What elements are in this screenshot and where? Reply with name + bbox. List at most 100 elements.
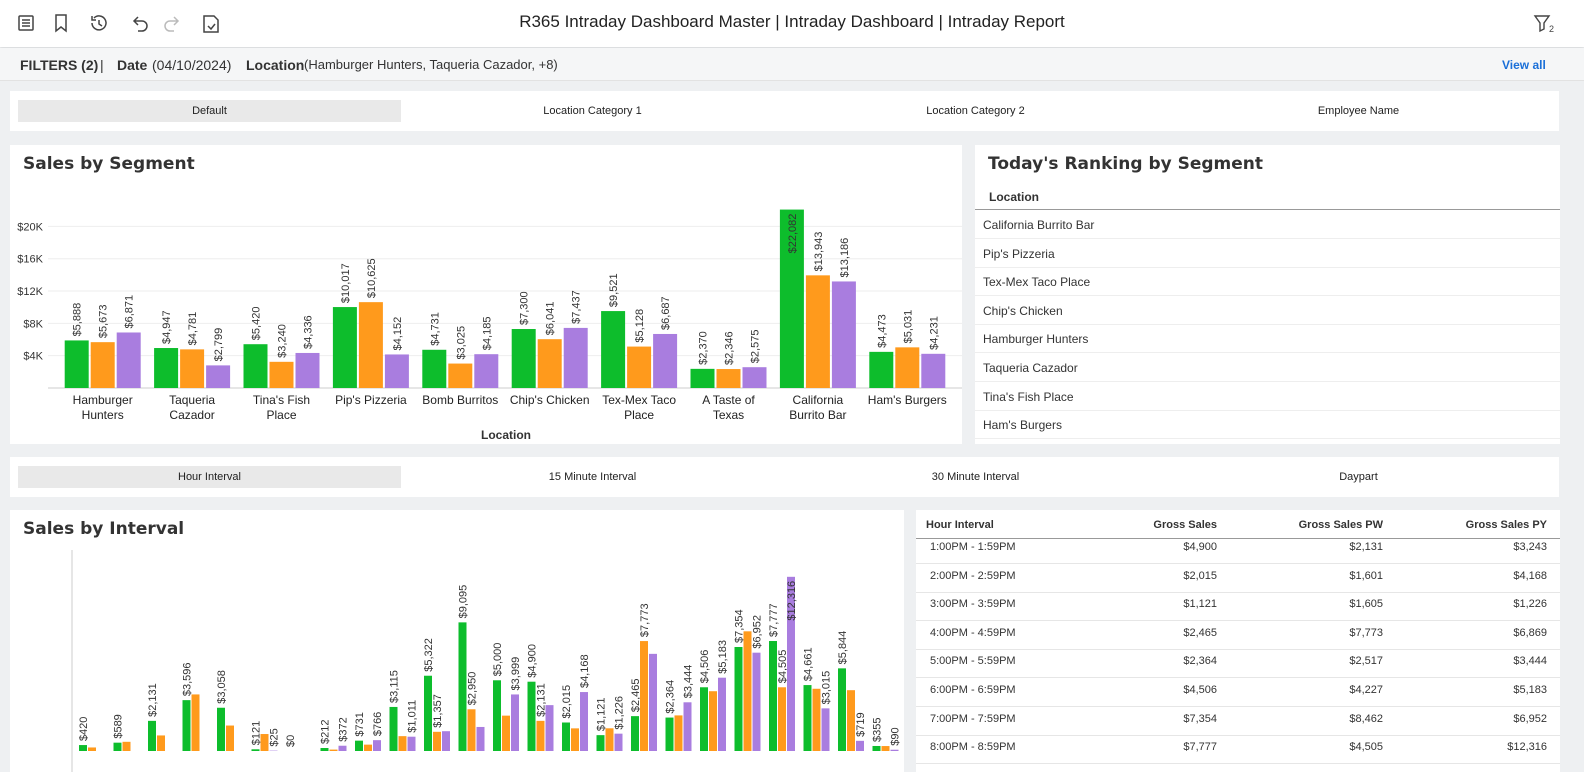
table-cell: 6:00PM - 6:59PM — [930, 684, 1016, 696]
chart-title: Sales by Segment — [23, 154, 195, 174]
bookmark-icon[interactable] — [55, 14, 67, 33]
table-cell: $1,226 — [1513, 598, 1547, 611]
table-cell: $4,227 — [1349, 684, 1383, 696]
table-cell: 3:00PM - 3:59PM — [930, 598, 1016, 611]
table-cell: $4,505 — [1349, 741, 1383, 754]
row-rule — [916, 734, 1560, 736]
table-cell: $2,465 — [1183, 626, 1217, 639]
x-tick-label: California Burrito Bar — [789, 393, 847, 422]
table-cell: $4,506 — [1183, 684, 1217, 696]
ranking-row[interactable]: Ham's Burgers — [975, 411, 1560, 440]
tab[interactable]: Location Category 1 — [543, 105, 642, 117]
table-cell: 1:00PM - 1:59PM — [930, 541, 1016, 553]
row-rule — [916, 591, 1560, 593]
view-all-link[interactable]: View all — [1502, 58, 1546, 72]
interval-tabs: Hour Interval 15 Minute Interval 30 Minute… — [10, 457, 1559, 497]
table-header-rule — [916, 538, 1560, 539]
table-cell: $2,015 — [1183, 569, 1217, 582]
x-tick-label: Tina's Fish Place — [252, 393, 311, 422]
x-tick-label: Pip's Pizzeria — [335, 393, 407, 407]
list-icon[interactable] — [18, 15, 34, 31]
ranking-row[interactable]: Pip's Pizzeria — [975, 240, 1560, 268]
export-icon[interactable] — [203, 15, 219, 33]
location-value: (Hamburger Hunters, Taqueria Cazador, +8… — [304, 57, 558, 72]
header: R365 Intraday Dashboard Master | Intrada… — [0, 0, 1584, 47]
column-header[interactable]: Gross Sales PY — [1465, 519, 1547, 531]
ranking-row[interactable]: Hamburger Hunters — [975, 325, 1560, 354]
table-cell: $3,243 — [1513, 541, 1547, 553]
column-header[interactable]: Location — [975, 185, 1560, 210]
tab[interactable]: 15 Minute Interval — [548, 471, 637, 483]
tab[interactable]: Employee Name — [1317, 105, 1400, 117]
separator: | — [100, 57, 104, 73]
row-rule — [916, 677, 1560, 679]
table-cell: 5:00PM - 5:59PM — [930, 655, 1016, 668]
row-rule — [916, 706, 1560, 707]
filter-bar: FILTERS (2) | Date (04/10/2024) Location… — [0, 48, 1584, 81]
dashboard-title: R365 Intraday Dashboard Master | Intrada… — [519, 12, 1065, 31]
table-cell: $2,364 — [1183, 655, 1217, 668]
date-label: Date — [117, 57, 148, 73]
x-tick-label: Bomb Burritos — [422, 393, 499, 407]
table-cell: $7,777 — [1183, 741, 1217, 754]
table-cell: $4,900 — [1183, 541, 1217, 553]
date-value: (04/10/2024) — [152, 57, 232, 73]
tab[interactable]: 30 Minute Interval — [931, 471, 1020, 483]
sales-by-interval-panel: Sales by Interval — [10, 510, 904, 772]
column-header[interactable]: Gross Sales — [1153, 519, 1217, 531]
x-tick-label: Hamburger Hunters — [72, 393, 133, 422]
ranking-row[interactable]: Taqueria Cazador — [975, 354, 1560, 382]
table-cell: 8:00PM - 8:59PM — [930, 741, 1016, 754]
history-icon[interactable] — [91, 15, 107, 31]
column-header[interactable]: Gross Sales PW — [1298, 519, 1383, 531]
table-cell: 4:00PM - 4:59PM — [930, 626, 1016, 639]
ranking-title: Today's Ranking by Segment — [988, 154, 1264, 174]
tab[interactable]: Hour Interval — [18, 466, 401, 488]
tab[interactable]: Default — [18, 100, 401, 122]
table-cell: $7,354 — [1183, 712, 1217, 725]
filters-label[interactable]: FILTERS (2) — [20, 57, 99, 73]
redo-icon — [164, 16, 180, 32]
table-cell: $4,168 — [1513, 569, 1547, 582]
row-rule — [916, 763, 1560, 765]
segment-tabs: Default Location Category 1 Location Categ… — [10, 91, 1559, 131]
filter-count: 2 — [1549, 24, 1554, 34]
ranking-row[interactable]: Tex-Mex Taco Place — [975, 268, 1560, 297]
column-header[interactable]: Hour Interval — [926, 519, 994, 531]
table-cell: 2:00PM - 2:59PM — [930, 569, 1016, 582]
table-cell: $1,601 — [1349, 569, 1383, 582]
ranking-row[interactable]: Chip's Chicken — [975, 297, 1560, 325]
x-tick-label: A Taste of Texas — [702, 393, 755, 422]
row-rule — [916, 563, 1560, 564]
ranking-row[interactable]: Tina's Fish Place — [975, 383, 1560, 411]
filter-icon[interactable]: 2 — [1532, 13, 1556, 35]
undo-icon[interactable] — [132, 16, 148, 32]
location-label: Location — [246, 57, 305, 73]
x-tick-label: Ham's Burgers — [867, 393, 947, 407]
table-cell: $1,605 — [1349, 598, 1383, 611]
row-rule — [916, 620, 1560, 622]
table-cell: $7,773 — [1349, 626, 1383, 639]
ranking-panel: Today's Ranking by Segment Location Cali… — [975, 145, 1560, 444]
table-cell: $12,316 — [1507, 741, 1547, 754]
x-tick-label: Chip's Chicken — [509, 393, 590, 407]
table-cell: 7:00PM - 7:59PM — [930, 712, 1016, 725]
table-cell: $5,183 — [1513, 684, 1547, 696]
list-icon-lines — [22, 19, 30, 27]
ranking-row[interactable]: California Burrito Bar — [975, 211, 1560, 239]
table-cell: $6,869 — [1513, 626, 1547, 639]
table-cell: $2,131 — [1349, 541, 1383, 553]
table-cell: $3,444 — [1513, 655, 1547, 668]
table-cell: $6,952 — [1513, 712, 1547, 725]
tab[interactable]: Daypart — [1339, 471, 1378, 483]
x-tick-label: Taqueria Cazador — [169, 393, 216, 422]
toolbar-icons — [18, 14, 219, 33]
interval-table: Hour Interval Gross Sales Gross Sales PW Gr… — [916, 510, 1560, 772]
table-cell: $1,121 — [1183, 598, 1217, 611]
table-cell: $2,517 — [1349, 655, 1383, 668]
x-tick-label: Tex-Mex Taco Place — [602, 393, 676, 422]
chart-title: Sales by Interval — [23, 519, 185, 539]
table-cell: $8,462 — [1349, 712, 1383, 725]
tab[interactable]: Location Category 2 — [926, 105, 1025, 117]
